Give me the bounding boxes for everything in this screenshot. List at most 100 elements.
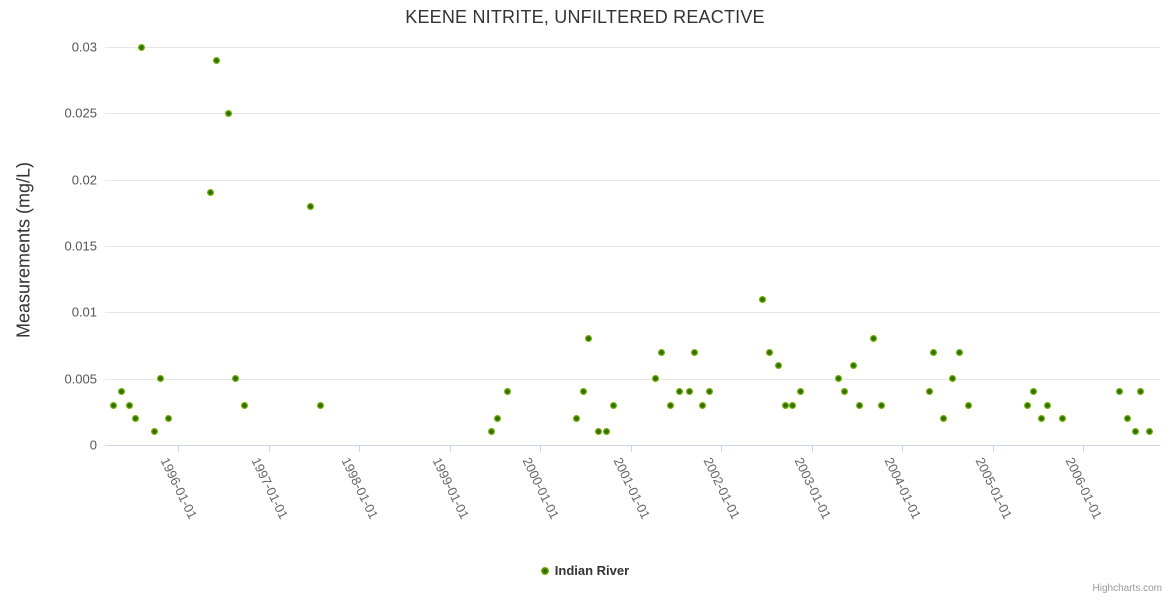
gridline <box>105 180 1160 181</box>
data-point[interactable] <box>317 401 325 409</box>
data-point[interactable] <box>855 401 863 409</box>
x-axis-tick <box>993 446 994 452</box>
data-point[interactable] <box>1029 388 1037 396</box>
data-point[interactable] <box>788 401 796 409</box>
data-point[interactable] <box>487 428 495 436</box>
x-axis-label: 2005-01-01 <box>972 455 1016 522</box>
data-point[interactable] <box>1037 414 1045 422</box>
x-axis-label: 2000-01-01 <box>519 455 563 522</box>
x-axis-label: 2002-01-01 <box>700 455 744 522</box>
data-point[interactable] <box>675 388 683 396</box>
data-point[interactable] <box>503 388 511 396</box>
data-point[interactable] <box>240 401 248 409</box>
data-point[interactable] <box>125 401 133 409</box>
data-point[interactable] <box>840 388 848 396</box>
data-point[interactable] <box>1115 388 1123 396</box>
data-point[interactable] <box>965 401 973 409</box>
legend: Indian River <box>0 563 1170 578</box>
data-point[interactable] <box>781 401 789 409</box>
x-axis-tick <box>812 446 813 452</box>
data-point[interactable] <box>207 189 215 197</box>
x-axis-tick <box>359 446 360 452</box>
data-point[interactable] <box>1044 401 1052 409</box>
data-point[interactable] <box>165 414 173 422</box>
data-point[interactable] <box>1058 414 1066 422</box>
highcharts-credits[interactable]: Highcharts.com <box>1092 583 1162 594</box>
x-axis-line <box>105 445 1160 446</box>
x-axis-label: 2001-01-01 <box>610 455 654 522</box>
data-point[interactable] <box>940 414 948 422</box>
data-point[interactable] <box>579 388 587 396</box>
x-axis-label: 2003-01-01 <box>791 455 835 522</box>
data-point[interactable] <box>774 361 782 369</box>
y-axis-label: 0 <box>89 437 97 453</box>
data-point[interactable] <box>493 414 501 422</box>
y-axis-label: 0.005 <box>64 371 97 387</box>
data-point[interactable] <box>150 428 158 436</box>
x-axis-tick <box>178 446 179 452</box>
data-point[interactable] <box>595 428 603 436</box>
data-point[interactable] <box>652 375 660 383</box>
gridline <box>105 312 1160 313</box>
data-point[interactable] <box>1137 388 1145 396</box>
data-point[interactable] <box>925 388 933 396</box>
x-axis-label: 1998-01-01 <box>338 455 382 522</box>
data-point[interactable] <box>849 361 857 369</box>
data-point[interactable] <box>835 375 843 383</box>
legend-marker-icon <box>540 566 549 575</box>
data-point[interactable] <box>869 335 877 343</box>
data-point[interactable] <box>685 388 693 396</box>
y-axis-title: Measurements (mg/L) <box>13 161 34 339</box>
y-axis-label: 0.015 <box>64 238 97 254</box>
data-point[interactable] <box>657 348 665 356</box>
data-point[interactable] <box>705 388 713 396</box>
gridline <box>105 47 1160 48</box>
x-axis-tick <box>902 446 903 452</box>
gridline <box>105 246 1160 247</box>
data-point[interactable] <box>225 109 233 117</box>
x-axis-label: 1997-01-01 <box>248 455 292 522</box>
data-point[interactable] <box>1145 428 1153 436</box>
data-point[interactable] <box>699 401 707 409</box>
data-point[interactable] <box>877 401 885 409</box>
data-point[interactable] <box>213 56 221 64</box>
data-point[interactable] <box>691 348 699 356</box>
data-point[interactable] <box>603 428 611 436</box>
data-point[interactable] <box>157 375 165 383</box>
x-axis-tick <box>450 446 451 452</box>
data-point[interactable] <box>585 335 593 343</box>
data-point[interactable] <box>1123 414 1131 422</box>
data-point[interactable] <box>110 401 118 409</box>
x-axis-tick <box>540 446 541 452</box>
data-point[interactable] <box>759 295 767 303</box>
data-point[interactable] <box>131 414 139 422</box>
data-point[interactable] <box>307 202 315 210</box>
x-axis-tick <box>269 446 270 452</box>
data-point[interactable] <box>797 388 805 396</box>
data-point[interactable] <box>1024 401 1032 409</box>
y-axis-label: 0.01 <box>71 304 97 320</box>
data-point[interactable] <box>666 401 674 409</box>
chart-title: KEENE NITRITE, UNFILTERED REACTIVE <box>405 7 765 27</box>
x-axis-label: 1999-01-01 <box>429 455 473 522</box>
x-axis-label: 2006-01-01 <box>1062 455 1106 522</box>
data-point[interactable] <box>138 43 146 51</box>
x-axis-label: 2004-01-01 <box>881 455 925 522</box>
y-axis-label: 0.025 <box>64 105 97 121</box>
data-point[interactable] <box>609 401 617 409</box>
data-point[interactable] <box>231 375 239 383</box>
data-point[interactable] <box>572 414 580 422</box>
gridline <box>105 113 1160 114</box>
legend-item-indian-river[interactable]: Indian River <box>540 563 629 578</box>
x-axis-tick <box>631 446 632 452</box>
data-point[interactable] <box>118 388 126 396</box>
data-point[interactable] <box>1131 428 1139 436</box>
data-point[interactable] <box>930 348 938 356</box>
data-point[interactable] <box>949 375 957 383</box>
data-point[interactable] <box>956 348 964 356</box>
data-point[interactable] <box>766 348 774 356</box>
x-axis-tick <box>721 446 722 452</box>
gridline <box>105 379 1160 380</box>
x-axis-tick <box>1083 446 1084 452</box>
